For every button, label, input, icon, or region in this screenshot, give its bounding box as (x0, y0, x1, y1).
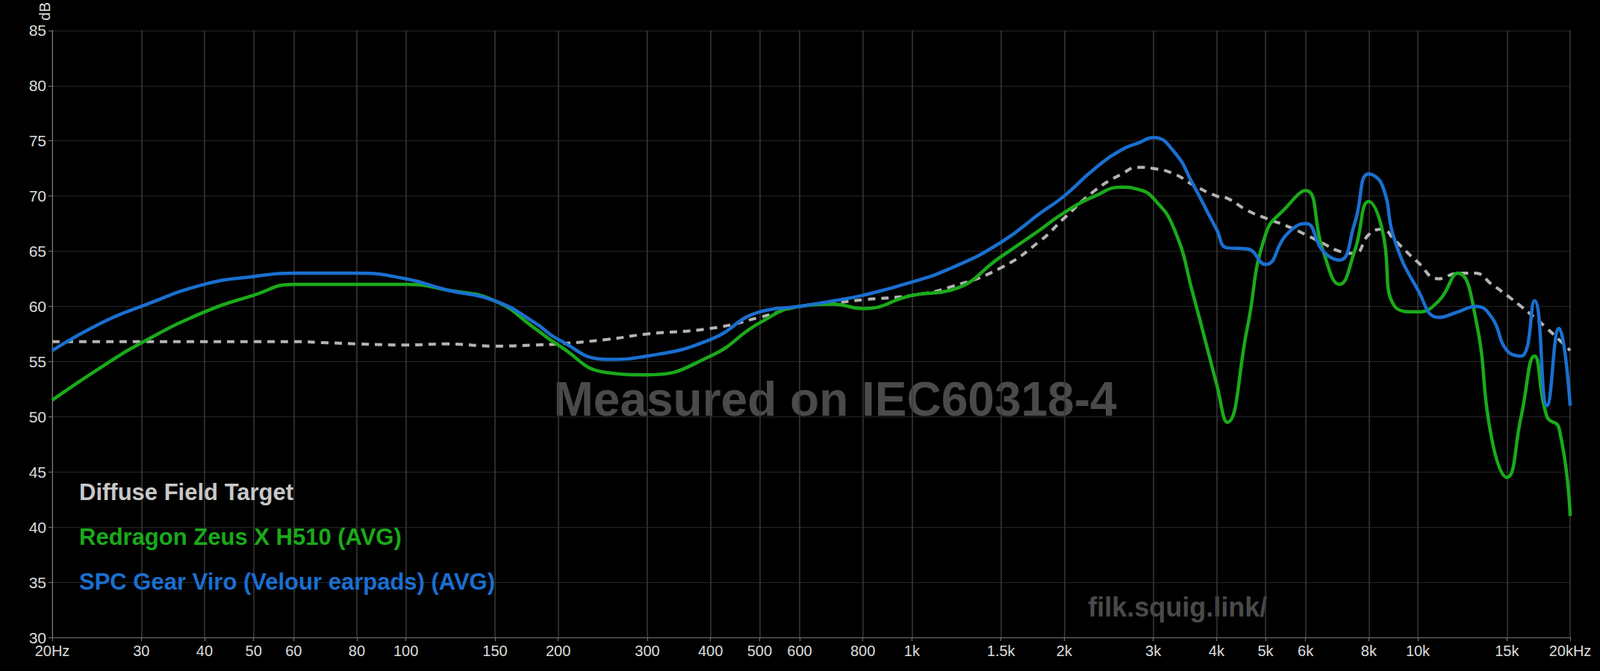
svg-text:800: 800 (850, 642, 876, 660)
svg-text:filk.squig.link/: filk.squig.link/ (1087, 592, 1268, 623)
svg-text:5k: 5k (1257, 642, 1274, 660)
svg-text:75: 75 (29, 132, 47, 150)
svg-text:60: 60 (29, 297, 47, 316)
svg-text:55: 55 (29, 353, 47, 371)
svg-text:50: 50 (29, 408, 47, 426)
svg-text:Diffuse Field Target: Diffuse Field Target (79, 479, 294, 506)
svg-text:4k: 4k (1208, 642, 1226, 660)
svg-text:400: 400 (698, 642, 723, 660)
svg-text:dB: dB (36, 2, 54, 21)
svg-text:150: 150 (482, 642, 507, 660)
svg-text:40: 40 (29, 518, 47, 537)
svg-text:80: 80 (348, 642, 366, 660)
svg-text:70: 70 (29, 187, 47, 205)
svg-text:50: 50 (245, 642, 263, 660)
svg-text:20kHz: 20kHz (1549, 642, 1592, 660)
svg-text:2k: 2k (1056, 642, 1073, 660)
svg-text:10k: 10k (1405, 642, 1431, 660)
svg-text:30: 30 (132, 642, 150, 660)
svg-text:8k: 8k (1361, 642, 1378, 660)
svg-text:80: 80 (29, 76, 47, 95)
svg-text:200: 200 (545, 642, 571, 660)
svg-text:1.5k: 1.5k (987, 642, 1017, 660)
svg-text:Measured on IEC60318-4: Measured on IEC60318-4 (553, 372, 1118, 427)
svg-text:Redragon Zeus X H510 (AVG): Redragon Zeus X H510 (AVG) (79, 524, 402, 551)
svg-text:6k: 6k (1297, 642, 1315, 660)
svg-text:1k: 1k (904, 642, 921, 660)
svg-text:3k: 3k (1145, 642, 1162, 660)
svg-text:SPC Gear Viro (Velour earpads): SPC Gear Viro (Velour earpads) (AVG) (79, 568, 496, 596)
svg-text:500: 500 (747, 642, 773, 660)
svg-text:15k: 15k (1494, 642, 1520, 660)
svg-text:600: 600 (786, 642, 812, 660)
svg-text:60: 60 (285, 642, 302, 660)
svg-text:40: 40 (196, 642, 213, 660)
svg-text:45: 45 (29, 463, 47, 481)
svg-text:35: 35 (29, 574, 47, 592)
svg-text:300: 300 (634, 642, 660, 660)
svg-text:85: 85 (29, 21, 47, 39)
svg-text:65: 65 (29, 242, 47, 260)
svg-text:20Hz: 20Hz (35, 642, 71, 660)
svg-text:30: 30 (28, 629, 47, 647)
svg-text:100: 100 (393, 642, 419, 660)
